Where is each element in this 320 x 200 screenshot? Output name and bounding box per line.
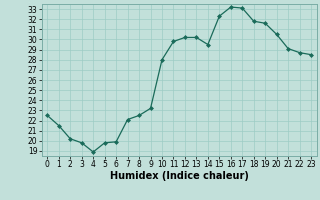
X-axis label: Humidex (Indice chaleur): Humidex (Indice chaleur) — [110, 171, 249, 181]
